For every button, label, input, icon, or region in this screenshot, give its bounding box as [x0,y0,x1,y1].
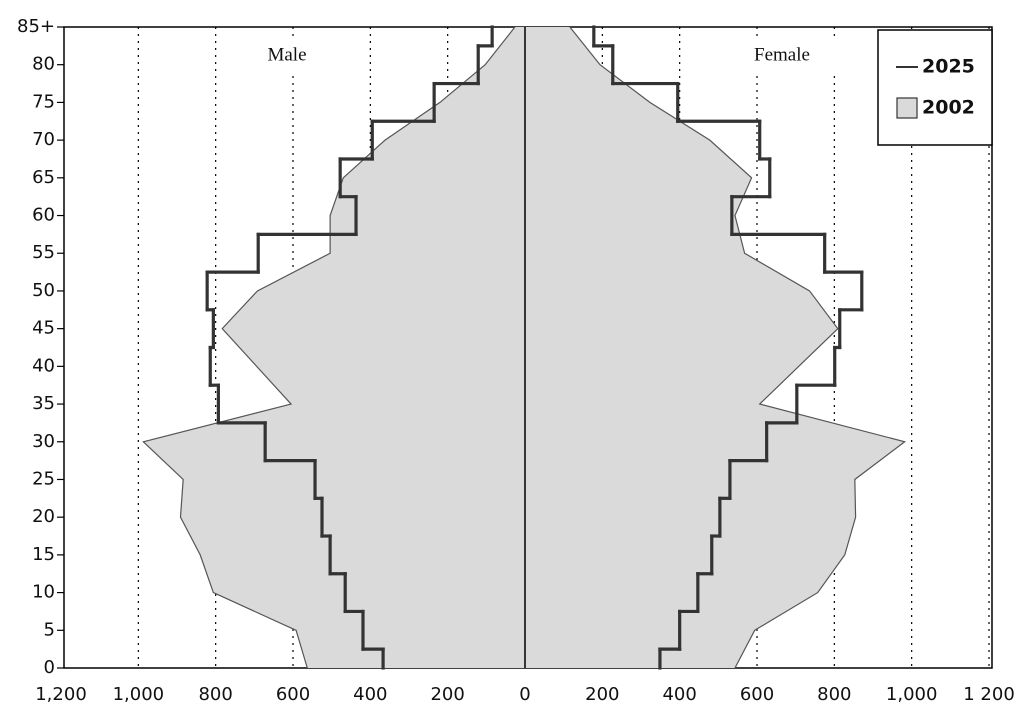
x-tick-label: 400 [662,684,696,705]
y-tick-label: 50 [32,280,55,301]
label-backdrop [714,38,850,76]
y-tick-label: 40 [32,355,55,376]
y-tick-label: 0 [44,657,55,678]
x-tick-label: 1,000 [886,684,938,705]
legend-label: 2025 [922,56,975,78]
y-tick-label: 60 [32,205,55,226]
legend-box [877,29,993,146]
area-outline [569,26,907,669]
y-tick-label: 70 [32,129,55,150]
y-tick-label: 30 [32,431,55,452]
x-tick-label: 200 [585,684,619,705]
area-outline [142,26,516,669]
y-tick-label: 5 [44,619,55,640]
y-tick-label: 10 [32,582,55,603]
y-tick-label: 25 [32,468,55,489]
y-tick-label: 85+ [17,16,55,37]
legend-swatch [896,97,918,119]
side-label: Female [754,44,810,65]
x-tick-label: 800 [817,684,851,705]
y-tick-label: 80 [32,54,55,75]
area-fill [525,27,905,668]
x-tick-label: 0 [519,684,530,705]
y-tick-label: 75 [32,91,55,112]
legend-label: 2002 [922,97,975,119]
y-tick-label: 20 [32,506,55,527]
x-tick-label: 1,200 [35,684,87,705]
x-tick-label: 400 [353,684,387,705]
x-tick-label: 800 [198,684,232,705]
x-tick-label: 1,000 [113,684,165,705]
x-tick-label: 600 [276,684,310,705]
y-tick-label: 65 [32,167,55,188]
y-tick-label: 45 [32,318,55,339]
x-tick-label: 600 [740,684,774,705]
x-tick-label: 200 [430,684,464,705]
label-backdrop [219,38,355,76]
y-tick-label: 35 [32,393,55,414]
side-label: Male [267,44,306,65]
y-tick-label: 15 [32,544,55,565]
y-tick-label: 55 [32,242,55,263]
area-fill [143,27,526,668]
x-tick-label: 1 200 [963,684,1015,705]
